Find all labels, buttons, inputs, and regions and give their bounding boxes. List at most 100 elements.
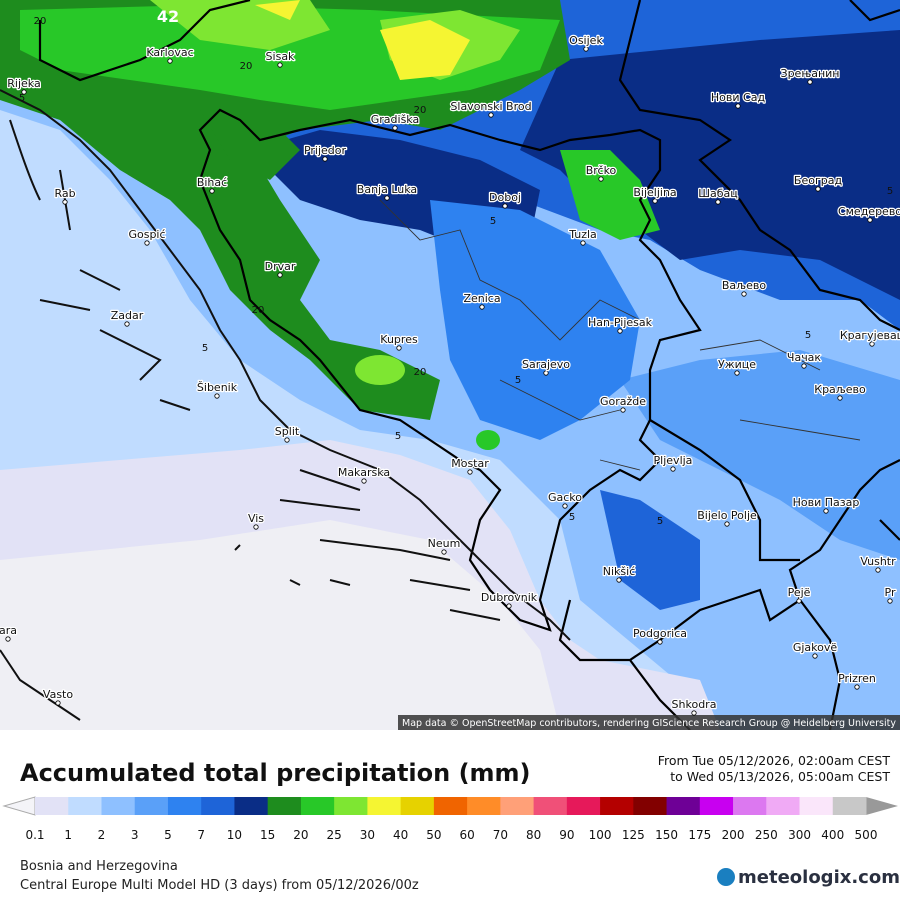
city-label: Ужице [718,358,756,371]
logo[interactable]: meteologix.com [738,867,900,888]
precip-area [476,430,500,450]
city-label: Београд [794,174,843,187]
city-label: Bijelo Polje [697,509,757,522]
scale-swatch [766,797,801,815]
city-marker [277,62,283,68]
precip-area [0,0,570,420]
contour-labels: 42 20 20 20 20 5 5 5 5 5 5 5 5 20 5 [19,7,893,527]
city-label: Tuzla [568,228,597,241]
precip-area [520,30,900,300]
city-marker [62,199,68,205]
scale-tick-label: 400 [821,828,844,842]
scale-arrow-left [2,796,36,816]
scale-tick-label: 60 [459,828,474,842]
city-label: Sarajevo [522,358,570,371]
scale-swatch [367,797,402,815]
city-label: Split [275,425,300,438]
scale-swatch [600,797,634,815]
city-label: Dubrovnik [481,591,538,604]
scale-tick-label: 300 [788,828,811,842]
city-label: Rijeka [7,77,40,90]
contour-label: 42 [157,7,179,26]
city-marker [617,328,623,334]
city-marker [724,521,730,527]
city-label: Vushtr [860,555,896,568]
scale-tick-label: 1 [64,828,72,842]
city-marker [869,341,875,347]
city-marker [670,466,676,472]
scale-tick-label: 250 [755,828,778,842]
scale-tick-label: 150 [655,828,678,842]
city-marker [124,321,130,327]
city-label: Bijeljina [633,186,676,199]
city-marker [867,217,873,223]
city-label: Крагујевац [840,329,900,342]
city-label: Karlovac [146,46,193,59]
city-marker [543,370,549,376]
city-marker [616,577,622,583]
city-marker [284,437,290,443]
city-label: Vis [248,512,264,525]
city-label: Kupres [380,333,418,346]
city-marker [209,188,215,194]
city-label: Šibenik [197,381,238,394]
city-label: Vasto [43,688,73,701]
scale-tick-label: 30 [360,828,375,842]
city-label: Osijek [569,34,603,47]
city-label: Zadar [111,309,144,322]
city-label: ara [0,624,17,637]
precip-area [355,355,405,385]
scale-swatch [533,797,568,815]
city-label: Краљево [814,383,866,396]
city-label: Ваљево [722,279,766,292]
city-marker [652,198,658,204]
city-marker [5,636,11,642]
city-marker [598,176,604,182]
city-marker [887,598,893,604]
scale-tick-label: 40 [393,828,408,842]
city-label: Prizren [838,672,876,685]
scale-tick-label: 10 [227,828,242,842]
city-label: Bihać [197,176,227,189]
city-label: Смедерево [838,205,900,218]
city-marker [384,195,390,201]
city-label: Mostar [451,457,489,470]
city-marker [167,58,173,64]
scale-swatch [467,797,501,815]
city-marker [854,684,860,690]
scale-swatch [134,797,169,815]
city-marker [488,112,494,118]
city-marker [580,240,586,246]
city-marker [807,79,813,85]
city-label: Banja Luka [357,183,417,196]
city-label: Neum [428,537,461,550]
precip-area [600,490,700,610]
contour-label: 5 [569,512,575,523]
precip-area [200,110,300,180]
scale-tick-label: 2 [98,828,106,842]
period-to: to Wed 05/13/2026, 05:00am CEST [670,769,890,784]
country-border [38,0,702,632]
city-marker [506,603,512,609]
scale-tick-label: 500 [855,828,878,842]
city-marker [583,46,589,52]
city-marker [21,89,27,95]
city-marker [837,395,843,401]
scale-swatch [633,797,668,815]
scale-swatch [334,797,368,815]
scale-tick-label: 125 [622,828,645,842]
contour-label: 5 [657,516,663,527]
scale-tick-label: 50 [426,828,441,842]
scale-tick-label: 175 [688,828,711,842]
city-marker [467,469,473,475]
scale-tick-label: 3 [131,828,139,842]
scale-tick-label: 20 [293,828,308,842]
city-marker [815,186,821,192]
contour-label: 5 [515,375,521,386]
city-label: Nikšić [603,565,636,578]
scale-tick-label: 25 [327,828,342,842]
city-label: Зрењанин [781,67,840,80]
city-marker [392,125,398,131]
contour-label: 5 [887,186,893,197]
